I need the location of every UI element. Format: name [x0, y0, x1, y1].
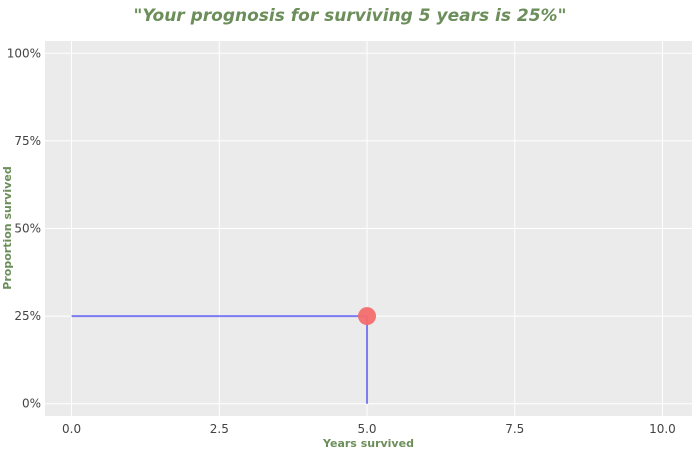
x-tick-label-3: 7.5: [505, 422, 524, 436]
y-tick-label-1: 25%: [14, 309, 41, 323]
data-point-2-0: [358, 307, 377, 326]
y-tick-label-4: 100%: [7, 46, 41, 60]
grid-lines: [45, 41, 692, 416]
data-series: [71, 307, 377, 404]
x-tick-label-0: 0.0: [62, 422, 81, 436]
chart-title: "Your prognosis for surviving 5 years is…: [134, 6, 567, 26]
y-tick-label-0: 0%: [22, 397, 41, 411]
y-axis-label: Proportion survived: [1, 166, 14, 289]
y-tick-labels: 0% 25% 50% 75% 100%: [7, 46, 41, 410]
x-tick-label-1: 2.5: [210, 422, 229, 436]
x-tick-labels: 0.0 2.5 5.0 7.5 10.0: [62, 422, 676, 436]
y-tick-label-2: 50%: [14, 222, 41, 236]
x-axis-label: Years survived: [322, 437, 414, 450]
x-tick-label-4: 10.0: [649, 422, 676, 436]
x-tick-label-2: 5.0: [357, 422, 376, 436]
y-tick-label-3: 75%: [14, 134, 41, 148]
